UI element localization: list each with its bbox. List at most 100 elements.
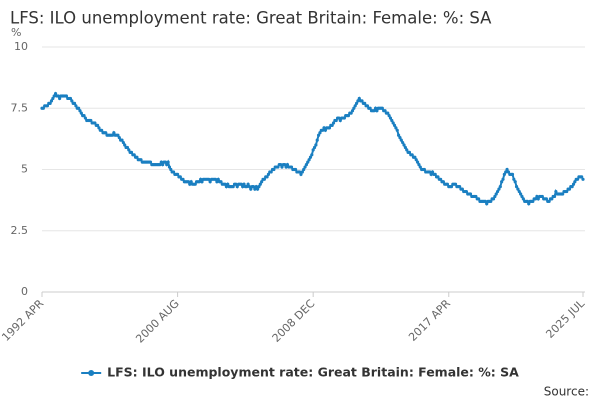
data-point — [363, 101, 367, 105]
data-point — [302, 167, 306, 172]
data-point — [395, 128, 399, 132]
data-point — [342, 116, 346, 120]
y-tick-label: 5 — [21, 163, 28, 176]
data-point — [83, 116, 87, 120]
data-point — [249, 187, 253, 191]
data-point — [224, 185, 229, 189]
data-point — [330, 123, 334, 127]
data-point — [74, 104, 78, 108]
data-point — [476, 197, 481, 201]
y-tick-label: 10 — [14, 40, 28, 53]
data-point — [188, 182, 192, 186]
data-point — [413, 155, 417, 159]
data-point — [311, 148, 315, 152]
data-point — [254, 185, 258, 189]
data-point — [117, 136, 121, 140]
data-point — [458, 185, 462, 189]
data-point — [72, 101, 77, 105]
data-point — [127, 148, 131, 152]
data-point — [165, 163, 169, 167]
data-point — [544, 197, 548, 201]
data-point — [167, 165, 172, 169]
data-point — [178, 175, 182, 179]
data-point — [53, 91, 58, 96]
data-point — [247, 185, 252, 189]
x-tick-label: 2000 AUG — [133, 297, 182, 346]
x-tick-label: 2008 DEC — [270, 297, 318, 345]
data-point — [513, 180, 517, 184]
data-point — [120, 138, 124, 142]
data-point — [300, 170, 304, 174]
data-point — [580, 175, 584, 179]
data-point — [491, 197, 496, 201]
data-point — [207, 177, 211, 181]
data-point — [494, 192, 498, 196]
data-point — [104, 131, 108, 135]
data-point — [372, 109, 376, 113]
data-point — [279, 163, 283, 167]
data-point — [246, 182, 250, 186]
data-point — [216, 177, 220, 181]
data-point — [365, 104, 370, 108]
data-point — [45, 104, 50, 108]
data-point — [123, 143, 127, 147]
data-point — [129, 150, 134, 154]
data-point — [262, 177, 266, 181]
data-point — [485, 202, 489, 206]
data-point — [322, 126, 326, 130]
data-point — [352, 106, 356, 110]
data-point — [318, 131, 322, 135]
data-point — [334, 118, 338, 123]
data-point — [561, 192, 565, 196]
data-point — [200, 180, 204, 184]
data-point — [51, 96, 55, 101]
data-point — [525, 199, 530, 203]
data-point — [398, 136, 402, 140]
data-point — [208, 180, 212, 184]
data-point — [299, 172, 303, 176]
data-point — [428, 170, 432, 174]
data-point — [407, 150, 412, 154]
data-point — [346, 114, 351, 118]
y-tick-label: 2.5 — [11, 224, 29, 237]
data-point — [514, 185, 519, 189]
data-point — [283, 163, 287, 167]
data-point — [41, 106, 45, 110]
data-point — [116, 133, 120, 137]
data-point — [269, 170, 273, 174]
data-point — [497, 187, 501, 191]
data-point — [235, 185, 239, 189]
data-point — [387, 114, 391, 118]
data-point — [158, 163, 162, 167]
data-point — [284, 165, 288, 169]
data-point — [531, 199, 535, 203]
data-point — [350, 109, 355, 113]
data-point — [219, 180, 223, 184]
data-point — [148, 160, 153, 164]
data-point — [317, 133, 321, 137]
data-point — [390, 118, 394, 123]
data-point — [498, 185, 502, 189]
data-point — [255, 187, 260, 191]
data-point — [502, 172, 506, 176]
data-point — [489, 199, 493, 203]
data-point — [52, 94, 56, 98]
chart-title: LFS: ILO unemployment rate: Great Britai… — [10, 9, 492, 28]
data-point — [449, 185, 454, 189]
data-point — [533, 197, 538, 201]
data-point — [547, 199, 551, 203]
data-point — [280, 165, 284, 169]
data-point — [535, 194, 539, 199]
data-point — [125, 145, 130, 150]
data-point — [570, 185, 574, 189]
data-point — [550, 197, 554, 201]
data-point — [493, 194, 497, 199]
data-point — [68, 96, 73, 101]
x-tick-label: 2025 JUL — [543, 296, 587, 340]
data-point — [460, 187, 464, 191]
data-point — [213, 177, 218, 181]
data-point — [468, 192, 473, 196]
data-point — [337, 116, 341, 120]
data-point — [272, 167, 276, 172]
data-point — [251, 185, 256, 189]
